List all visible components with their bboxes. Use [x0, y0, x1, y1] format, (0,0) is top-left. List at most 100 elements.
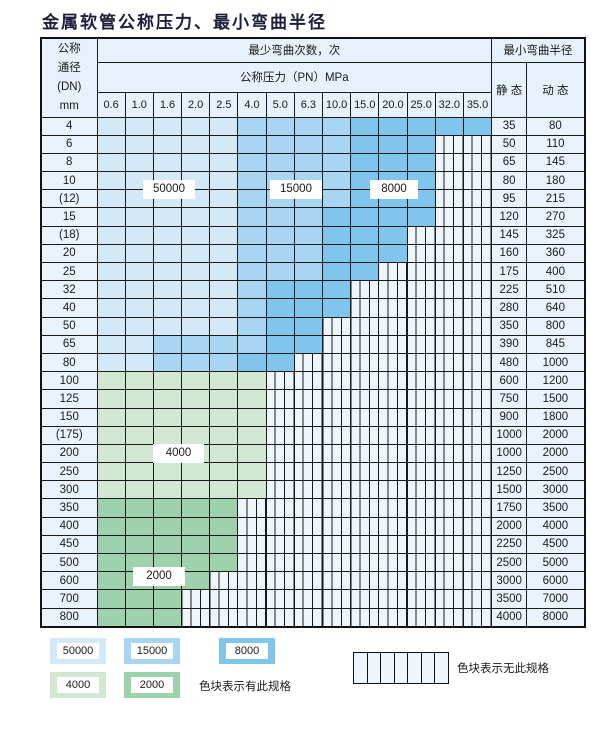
no-spec-cell — [434, 498, 464, 518]
no-spec-cell — [378, 352, 408, 373]
legend-no-spec-text: 色块表示无此规格 — [457, 663, 549, 675]
dynamic-radius-cell: 5000 — [526, 552, 586, 573]
legend-2000: 2000 — [124, 672, 180, 698]
no-spec-cell — [350, 407, 380, 427]
no-spec-cell — [406, 607, 436, 628]
spec-cell-4000 — [124, 462, 154, 482]
table-row: 350 1750 3500 — [40, 498, 586, 518]
spec-cell-15000 — [321, 116, 352, 136]
spec-cell-4000 — [124, 407, 154, 427]
spec-cell-4000 — [181, 407, 211, 427]
dynamic-radius-cell: 3500 — [526, 498, 586, 518]
spec-cell-8000 — [321, 207, 352, 227]
spec-cell-4000 — [96, 389, 126, 409]
no-spec-cell — [321, 571, 352, 591]
spec-cell-15000 — [265, 116, 295, 136]
spec-cell-8000 — [350, 261, 380, 282]
spec-cell-15000 — [265, 261, 295, 282]
no-spec-cell — [462, 134, 493, 154]
no-spec-cell — [406, 371, 436, 391]
pressure-column-header: 4.0 — [237, 91, 267, 118]
spec-cell-15000 — [237, 207, 267, 227]
spec-cell-50000 — [152, 243, 183, 264]
dynamic-radius-cell: 1200 — [526, 371, 586, 391]
spec-cell-2000 — [124, 607, 154, 628]
table-row: 20 160 360 — [40, 243, 586, 264]
no-spec-cell — [462, 371, 493, 391]
no-spec-cell — [350, 443, 380, 464]
pressure-header: 公称压力（PN）MPa — [96, 61, 493, 93]
spec-cell-15000 — [209, 334, 239, 354]
dn-cell: 500 — [40, 552, 98, 573]
no-spec-cell — [434, 316, 464, 336]
no-spec-cell — [406, 389, 436, 409]
no-spec-cell — [378, 571, 408, 591]
spec-cell-8000 — [265, 280, 295, 300]
spec-cell-8000 — [378, 134, 408, 154]
spec-cell-2000 — [152, 534, 183, 555]
no-spec-cell — [321, 334, 352, 354]
bend-count-header: 最少弯曲次数，次 — [96, 37, 493, 63]
spec-cell-50000 — [181, 152, 211, 173]
no-spec-cell — [434, 352, 464, 373]
spec-cell-2000 — [181, 516, 211, 536]
dynamic-radius-cell: 1500 — [526, 389, 586, 409]
dynamic-radius-cell: 360 — [526, 243, 586, 264]
spec-cell-8000 — [378, 116, 408, 136]
spec-cell-50000 — [124, 334, 154, 354]
spec-cell-8000 — [350, 134, 380, 154]
spec-cell-50000 — [96, 225, 126, 245]
region-label-2000: 2000 — [133, 567, 185, 586]
spec-cell-15000 — [293, 261, 324, 282]
no-spec-cell — [434, 280, 464, 300]
spec-cell-2000 — [152, 516, 183, 536]
legend-4000: 4000 — [50, 672, 106, 698]
dynamic-radius-cell: 215 — [526, 189, 586, 209]
dn-cell: 10 — [40, 171, 98, 191]
spec-cell-4000 — [209, 425, 239, 445]
no-spec-cell — [378, 462, 408, 482]
no-spec-cell — [434, 298, 464, 318]
static-radius-cell: 280 — [491, 298, 528, 318]
spec-cell-15000 — [265, 134, 295, 154]
no-spec-cell — [350, 498, 380, 518]
spec-cell-8000 — [237, 352, 267, 373]
no-spec-cell — [237, 589, 267, 609]
spec-cell-4000 — [181, 425, 211, 445]
no-spec-cell — [434, 443, 464, 464]
no-spec-cell — [462, 280, 493, 300]
spec-cell-50000 — [96, 171, 126, 191]
spec-cell-8000 — [265, 298, 295, 318]
spec-cell-50000 — [96, 116, 126, 136]
dn-cell: 400 — [40, 516, 98, 536]
static-radius-cell: 600 — [491, 371, 528, 391]
region-label-15000: 15000 — [270, 180, 322, 199]
spec-cell-8000 — [293, 298, 324, 318]
spec-cell-4000 — [209, 462, 239, 482]
no-spec-cell — [378, 261, 408, 282]
no-spec-cell — [462, 552, 493, 573]
spec-cell-2000 — [124, 516, 154, 536]
spec-cell-50000 — [124, 280, 154, 300]
no-spec-cell — [462, 152, 493, 173]
spec-cell-15000 — [152, 352, 183, 373]
table-row: 800 4000 8000 — [40, 607, 586, 628]
no-spec-cell — [378, 607, 408, 628]
pressure-column-header: 10.0 — [321, 91, 352, 118]
spec-cell-50000 — [96, 352, 126, 373]
no-spec-cell — [293, 352, 324, 373]
no-spec-cell — [293, 443, 324, 464]
spec-cell-50000 — [152, 316, 183, 336]
spec-cell-50000 — [209, 207, 239, 227]
static-radius-cell: 1750 — [491, 498, 528, 518]
no-spec-cell — [434, 534, 464, 555]
spec-cell-4000 — [237, 425, 267, 445]
static-radius-cell: 390 — [491, 334, 528, 354]
spec-cell-8000 — [321, 225, 352, 245]
spec-cell-2000 — [96, 571, 126, 591]
no-spec-cell — [406, 589, 436, 609]
static-radius-cell: 750 — [491, 389, 528, 409]
no-spec-cell — [350, 480, 380, 500]
spec-cell-8000 — [434, 116, 464, 136]
table-row: 6 50 110 — [40, 134, 586, 154]
